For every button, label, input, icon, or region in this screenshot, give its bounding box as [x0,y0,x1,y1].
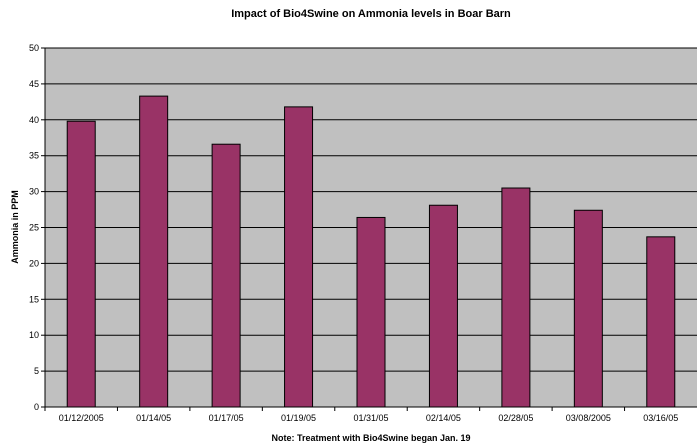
bar [501,187,531,408]
y-tick-label: 50 [29,43,39,53]
y-tick-label: 35 [29,151,39,161]
y-tick-label: 0 [34,402,39,412]
bar [211,143,241,408]
axes [41,47,697,411]
x-tick-labels: 01/12/2005 01/14/05 01/17/05 01/19/05 01/31/… [59,413,679,423]
bar [139,95,169,408]
y-tick-label: 20 [29,258,39,268]
y-tick-label: 25 [29,223,39,233]
bar [428,204,458,408]
y-tick-label: 15 [29,294,39,304]
bars [66,95,676,408]
x-axis-label: Note: Treatment with Bio4Swine began Jan… [271,433,470,443]
bar [284,106,314,408]
y-tick-label: 5 [34,366,39,376]
x-tick-label: 02/28/05 [498,413,533,423]
x-tick-label: 03/16/05 [643,413,678,423]
bar [573,209,603,408]
y-tick-label: 40 [29,115,39,125]
x-tick-label: 01/12/2005 [59,413,104,423]
x-tick-label: 01/14/05 [136,413,171,423]
y-tick-label: 45 [29,79,39,89]
x-tick-label: 03/08/2005 [566,413,611,423]
y-axis-label: Ammonia in PPM [10,190,20,264]
x-tick-label: 02/14/05 [426,413,461,423]
chart-title: Impact of Bio4Swine on Ammonia levels in… [231,8,511,20]
bar [66,120,96,408]
bar [356,216,386,408]
y-tick-label: 10 [29,330,39,340]
y-tick-labels: 0 5 10 15 20 25 30 35 40 45 50 [29,43,39,412]
x-tick-label: 01/17/05 [209,413,244,423]
x-tick-label: 01/19/05 [281,413,316,423]
y-tick-label: 30 [29,187,39,197]
x-tick-label: 01/31/05 [353,413,388,423]
bar [646,236,676,408]
